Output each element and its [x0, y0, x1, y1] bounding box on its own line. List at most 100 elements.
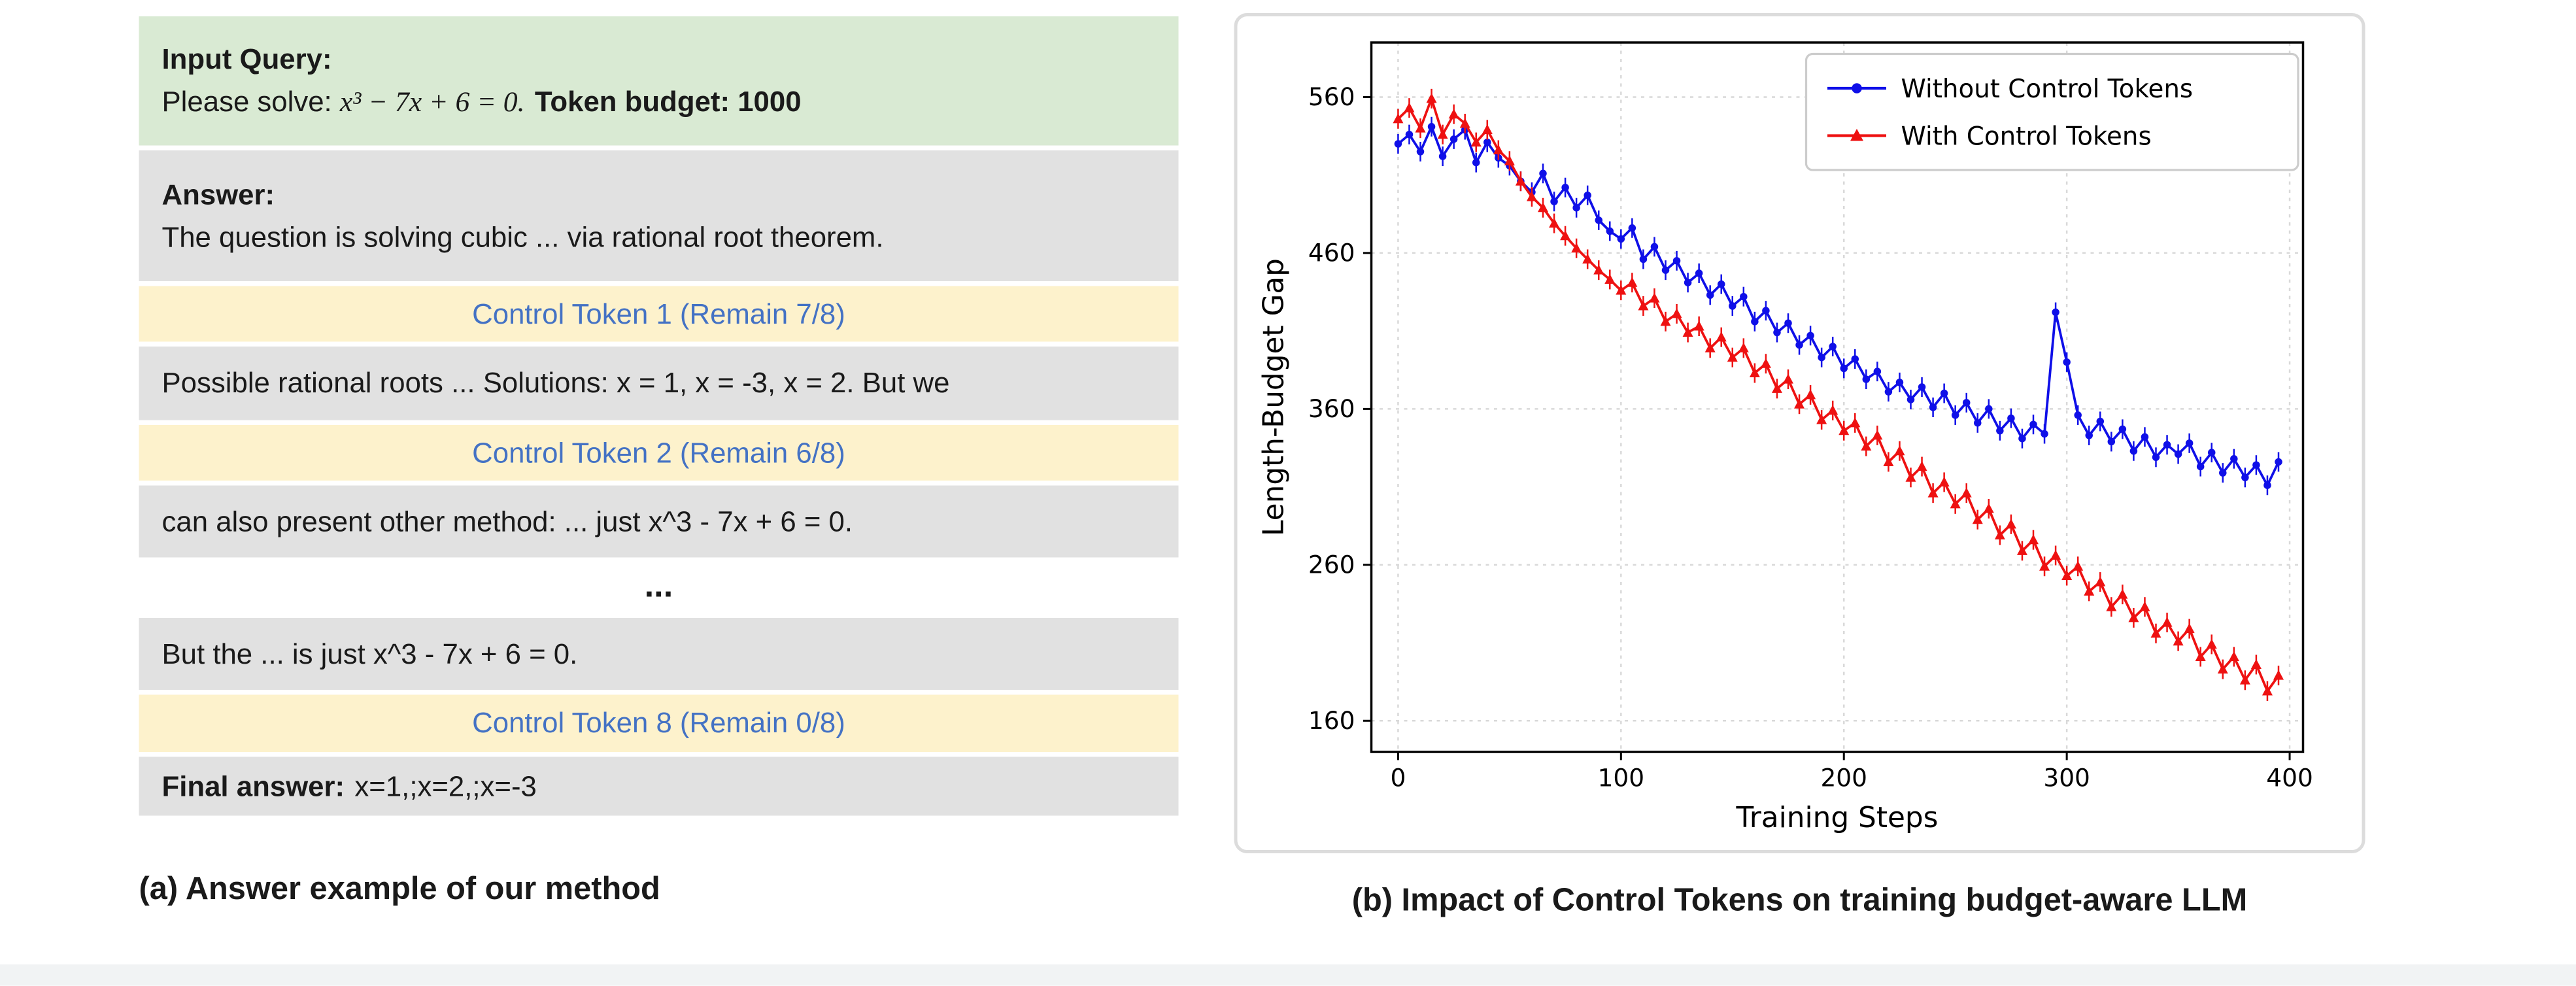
marker-circle — [1840, 364, 1848, 373]
marker-circle — [2118, 425, 2127, 434]
marker-circle — [1472, 158, 1480, 167]
final-answer-box: Final answer: x=1,;x=2,;x=-3 — [139, 756, 1179, 815]
marker-circle — [1561, 184, 1569, 192]
y-tick-label: 560 — [1308, 82, 1355, 111]
control-token-1-box: Control Token 1 (Remain 7/8) — [139, 286, 1179, 343]
marker-triangle — [1983, 503, 1994, 513]
query-prefix: Please solve: — [161, 85, 340, 118]
marker-triangle — [1861, 441, 1872, 451]
marker-triangle — [1905, 471, 1916, 482]
marker-circle — [1672, 257, 1681, 265]
series-line-triangle — [1397, 94, 2280, 694]
marker-triangle — [1927, 487, 1939, 498]
marker-circle — [1729, 302, 1737, 310]
marker-circle — [1684, 279, 1692, 286]
panel-answer-example: Input Query: Please solve: x³ − 7x + 6 =… — [139, 16, 1179, 908]
marker-triangle — [2061, 570, 2073, 581]
marker-triangle — [2139, 601, 2150, 611]
marker-triangle — [1470, 137, 1482, 147]
marker-triangle — [1482, 124, 1493, 135]
marker-circle — [1394, 140, 1402, 148]
marker-triangle — [2161, 617, 2173, 627]
marker-triangle — [1872, 430, 1883, 440]
marker-triangle — [1459, 118, 1470, 128]
marker-triangle — [1526, 191, 1537, 201]
plot-frame — [1370, 41, 2305, 753]
answer-segment-4: But the ... is just x^3 - 7x + 6 = 0. — [161, 638, 578, 670]
marker-circle — [1416, 148, 1425, 156]
marker-triangle — [2273, 670, 2284, 680]
marker-triangle — [2095, 576, 2106, 586]
marker-circle — [2029, 420, 2037, 428]
marker-triangle — [2028, 534, 2039, 545]
marker-circle — [1595, 216, 1602, 224]
control-token-8-box: Control Token 8 (Remain 0/8) — [139, 695, 1179, 751]
marker-circle — [1762, 307, 1770, 314]
marker-circle — [2219, 469, 2227, 477]
marker-triangle — [1771, 382, 1782, 393]
marker-triangle — [1738, 342, 1749, 352]
marker-triangle — [1760, 358, 1771, 368]
marker-triangle — [1682, 327, 1693, 337]
marker-triangle — [1939, 476, 1950, 486]
marker-circle — [1795, 341, 1803, 349]
marker-triangle — [2084, 585, 2095, 596]
query-equation: x³ − 7x + 6 = 0. — [339, 85, 525, 118]
marker-circle — [1962, 399, 1971, 407]
marker-triangle — [1916, 461, 1927, 471]
answer-segment-4-box: But the ... is just x^3 - 7x + 6 = 0. — [139, 618, 1179, 690]
marker-circle — [1974, 419, 1982, 427]
marker-circle — [1818, 353, 1825, 362]
caption-a: (a) Answer example of our method — [139, 870, 660, 907]
marker-circle — [1851, 355, 1859, 363]
marker-circle — [1784, 319, 1792, 327]
marker-circle — [1895, 379, 1904, 386]
marker-circle — [1550, 197, 1558, 205]
marker-circle — [1918, 383, 1926, 391]
marker-triangle — [2128, 612, 2139, 622]
marker-circle — [1773, 328, 1781, 337]
marker-circle — [1907, 396, 1915, 403]
marker-triangle — [1972, 514, 1983, 524]
marker-triangle — [2195, 651, 2206, 662]
marker-triangle — [2016, 545, 2027, 555]
answer-box: Answer: The question is solving cubic ..… — [139, 149, 1179, 281]
marker-circle — [2018, 434, 2026, 443]
marker-triangle — [1950, 498, 1961, 509]
input-query-box: Input Query: Please solve: x³ − 7x + 6 =… — [139, 16, 1179, 145]
marker-circle — [1617, 235, 1625, 243]
marker-triangle — [1448, 109, 1459, 119]
marker-circle — [1951, 411, 1959, 419]
marker-circle — [1427, 123, 1436, 131]
y-tick-label: 260 — [1308, 550, 1355, 579]
input-query-label: Input Query: — [161, 42, 332, 75]
marker-circle — [2052, 308, 2059, 316]
marker-triangle — [1961, 487, 1972, 498]
marker-circle — [1829, 343, 1837, 350]
y-tick-label: 460 — [1308, 238, 1355, 267]
final-answer-label: Final answer: — [161, 769, 345, 802]
marker-circle — [1996, 427, 2004, 435]
marker-circle — [2230, 454, 2238, 463]
marker-circle — [1449, 135, 1458, 143]
marker-triangle — [1693, 320, 1704, 331]
marker-triangle — [1504, 155, 1515, 165]
input-query-text: Please solve: x³ − 7x + 6 = 0. Token budg… — [162, 80, 1156, 124]
page-bottom-strip — [0, 964, 2576, 986]
marker-circle — [1862, 375, 1871, 383]
marker-triangle — [1571, 243, 1582, 253]
marker-triangle — [1994, 530, 2005, 540]
marker-triangle — [1582, 253, 1593, 264]
marker-circle — [1751, 318, 1759, 326]
marker-triangle — [1593, 264, 1604, 275]
marker-triangle — [1538, 202, 1548, 212]
query-token-budget: Token budget: 1000 — [534, 85, 802, 118]
answer-segment-2: Possible rational roots ... Solutions: x… — [161, 366, 950, 400]
marker-triangle — [1549, 218, 1560, 228]
marker-circle — [2207, 449, 2216, 456]
marker-circle — [2263, 481, 2271, 489]
control-token-2-label: Control Token 2 (Remain 6/8) — [472, 435, 845, 469]
length-budget-gap-chart: 0 100 200 300 400 160 260 360 460 560 Training Ste… — [1257, 41, 2313, 834]
final-answer-value: x=1,;x=2,;x=-3 — [354, 769, 537, 802]
